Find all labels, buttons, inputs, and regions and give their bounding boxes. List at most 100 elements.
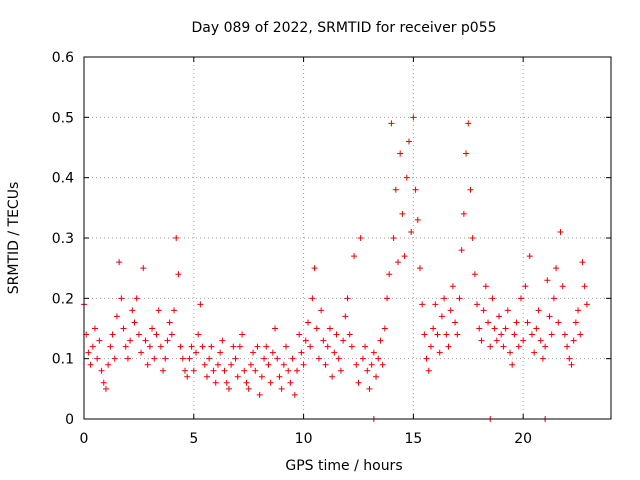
data-point xyxy=(478,337,485,344)
y-axis-label: SRMTID / TECUs xyxy=(6,182,22,295)
data-point xyxy=(280,361,287,368)
data-point xyxy=(542,343,549,350)
data-point xyxy=(364,367,371,374)
data-point xyxy=(122,343,129,350)
data-point xyxy=(460,210,467,217)
data-point xyxy=(452,319,459,326)
data-point xyxy=(579,259,586,266)
y-tick-label: 0.6 xyxy=(52,50,74,66)
data-point xyxy=(322,361,329,368)
data-point xyxy=(544,277,551,284)
data-point xyxy=(140,265,147,272)
data-point xyxy=(155,307,162,314)
data-point xyxy=(572,319,579,326)
data-point xyxy=(228,361,235,368)
data-point xyxy=(427,343,434,350)
data-point xyxy=(359,355,366,362)
data-point xyxy=(197,301,204,308)
data-point xyxy=(149,325,156,332)
data-point xyxy=(296,331,303,338)
data-point xyxy=(546,313,553,320)
data-point xyxy=(138,349,145,356)
data-point xyxy=(467,186,474,193)
x-tick-label: 5 xyxy=(189,431,198,447)
data-point xyxy=(291,391,298,398)
data-point xyxy=(175,271,182,278)
data-point xyxy=(91,325,98,332)
data-point xyxy=(408,228,415,235)
axes: 0 0.1 0.2 0.3 0.4 0.5 0.6 0 5 10 15 20 xyxy=(52,50,611,447)
data-point xyxy=(285,367,292,374)
data-point xyxy=(401,253,408,260)
data-point xyxy=(370,349,377,356)
plot-frame xyxy=(83,56,612,420)
data-point xyxy=(111,355,118,362)
data-point xyxy=(182,367,189,374)
data-point xyxy=(449,283,456,290)
data-point xyxy=(520,337,527,344)
data-point xyxy=(342,313,349,320)
data-point xyxy=(517,295,524,302)
data-point xyxy=(247,361,254,368)
data-point xyxy=(153,331,160,338)
data-point xyxy=(234,373,241,380)
data-point xyxy=(214,361,221,368)
data-point xyxy=(118,295,125,302)
data-point xyxy=(388,120,395,127)
data-point xyxy=(568,361,575,368)
data-point xyxy=(109,331,116,338)
data-point xyxy=(326,325,333,332)
data-point xyxy=(331,349,338,356)
data-point xyxy=(511,331,518,338)
data-point xyxy=(203,373,210,380)
data-point xyxy=(379,361,386,368)
data-point xyxy=(340,337,347,344)
data-point xyxy=(192,349,199,356)
data-point xyxy=(500,343,507,350)
data-point xyxy=(434,331,441,338)
data-point xyxy=(436,349,443,356)
data-point xyxy=(577,331,584,338)
data-point xyxy=(85,349,92,356)
data-point xyxy=(302,337,309,344)
data-point xyxy=(414,216,421,223)
data-point xyxy=(184,373,191,380)
data-point xyxy=(250,349,257,356)
data-point xyxy=(489,295,496,302)
data-point xyxy=(199,343,206,350)
data-point xyxy=(570,337,577,344)
data-point xyxy=(94,355,101,362)
data-point xyxy=(333,331,340,338)
data-point xyxy=(368,361,375,368)
data-point xyxy=(311,265,318,272)
data-point xyxy=(263,343,270,350)
data-point xyxy=(537,337,544,344)
data-point xyxy=(443,331,450,338)
data-point xyxy=(509,361,516,368)
data-point xyxy=(421,331,428,338)
data-point xyxy=(230,343,237,350)
data-point xyxy=(201,361,208,368)
data-point xyxy=(272,325,279,332)
data-point xyxy=(432,301,439,308)
data-point xyxy=(559,283,566,290)
y-tick-label: 0.3 xyxy=(52,231,74,247)
data-point xyxy=(195,331,202,338)
data-point xyxy=(564,343,571,350)
data-point xyxy=(129,307,136,314)
data-point xyxy=(219,337,226,344)
data-point xyxy=(348,343,355,350)
data-point xyxy=(241,367,248,374)
data-point xyxy=(179,355,186,362)
data-point xyxy=(344,295,351,302)
data-point xyxy=(533,325,540,332)
data-point xyxy=(465,120,472,127)
data-point xyxy=(146,343,153,350)
data-point xyxy=(289,355,296,362)
data-point xyxy=(456,295,463,302)
data-point xyxy=(561,331,568,338)
data-point xyxy=(384,295,391,302)
data-point xyxy=(320,337,327,344)
data-point xyxy=(236,343,243,350)
data-point xyxy=(254,343,261,350)
